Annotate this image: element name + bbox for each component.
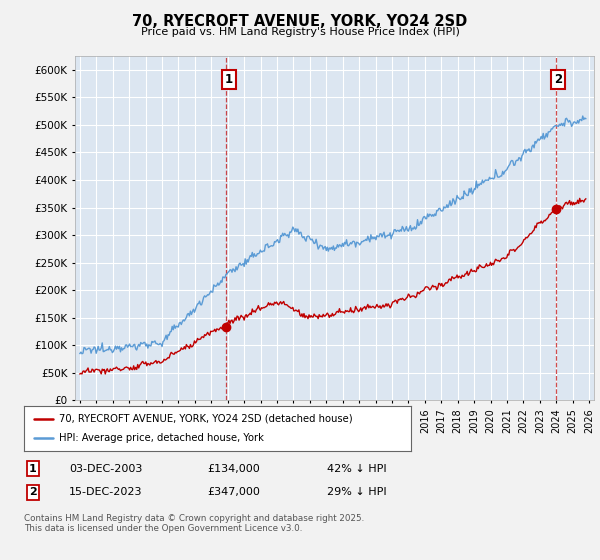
Text: 42% ↓ HPI: 42% ↓ HPI bbox=[327, 464, 386, 474]
Text: 29% ↓ HPI: 29% ↓ HPI bbox=[327, 487, 386, 497]
Text: HPI: Average price, detached house, York: HPI: Average price, detached house, York bbox=[59, 433, 264, 444]
Text: 03-DEC-2003: 03-DEC-2003 bbox=[69, 464, 142, 474]
Text: £347,000: £347,000 bbox=[207, 487, 260, 497]
Text: 1: 1 bbox=[29, 464, 37, 474]
Text: Contains HM Land Registry data © Crown copyright and database right 2025.
This d: Contains HM Land Registry data © Crown c… bbox=[24, 514, 364, 534]
Text: 70, RYECROFT AVENUE, YORK, YO24 2SD: 70, RYECROFT AVENUE, YORK, YO24 2SD bbox=[133, 14, 467, 29]
Text: £134,000: £134,000 bbox=[207, 464, 260, 474]
Text: 70, RYECROFT AVENUE, YORK, YO24 2SD (detached house): 70, RYECROFT AVENUE, YORK, YO24 2SD (det… bbox=[59, 413, 352, 423]
Text: 2: 2 bbox=[29, 487, 37, 497]
Text: 1: 1 bbox=[225, 73, 233, 86]
Text: Price paid vs. HM Land Registry's House Price Index (HPI): Price paid vs. HM Land Registry's House … bbox=[140, 27, 460, 37]
Text: 15-DEC-2023: 15-DEC-2023 bbox=[69, 487, 143, 497]
Text: 2: 2 bbox=[554, 73, 562, 86]
